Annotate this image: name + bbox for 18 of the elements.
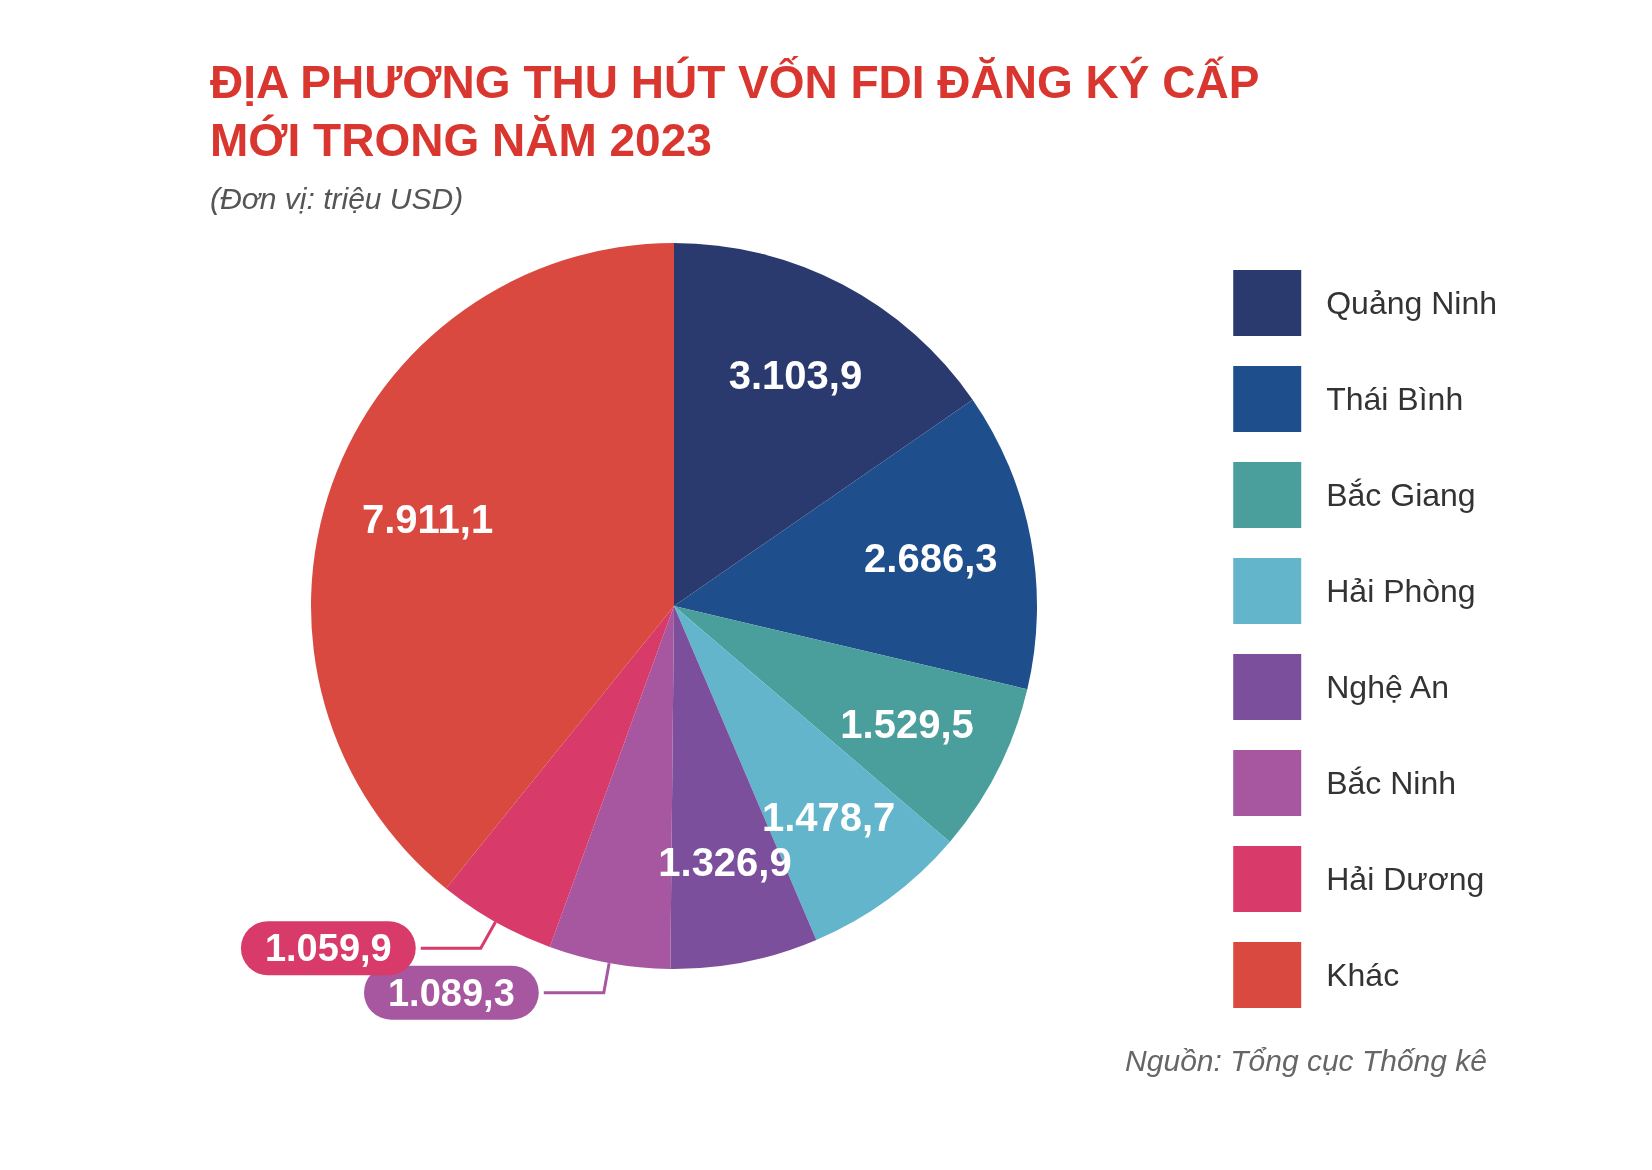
legend-label: Khác (1326, 957, 1400, 993)
legend-label: Quảng Ninh (1326, 285, 1497, 321)
data-label: 3.103,9 (728, 352, 863, 397)
chart-title: ĐỊA PHƯƠNG THU HÚT VỐN FDI ĐĂNG KÝ CẤP MỚI TRONG NĂM 2023 (210, 56, 1272, 166)
data-label: 1.478,7 (761, 794, 896, 839)
legend-label: Hải Phòng (1326, 573, 1476, 609)
data-label: 7.911,1 (361, 496, 494, 541)
text: Nguồn: Tổng cục Thống kê (1125, 1043, 1487, 1077)
legend-label: Bắc Ninh (1326, 765, 1457, 801)
legend-label: Nghệ An (1326, 669, 1449, 705)
legend-label: Hải Dương (1326, 861, 1485, 897)
data-label: 2.686,3 (864, 535, 998, 580)
chart-subtitle: (Đơn vị: triệu USD) (210, 181, 464, 215)
data-label: 1.089,3 (387, 971, 515, 1014)
data-label: 1.529,5 (840, 702, 974, 747)
legend-label: Thái Bình (1326, 381, 1464, 417)
data-label: 1.059,9 (264, 927, 392, 970)
legend-label: Bắc Giang (1326, 477, 1476, 513)
